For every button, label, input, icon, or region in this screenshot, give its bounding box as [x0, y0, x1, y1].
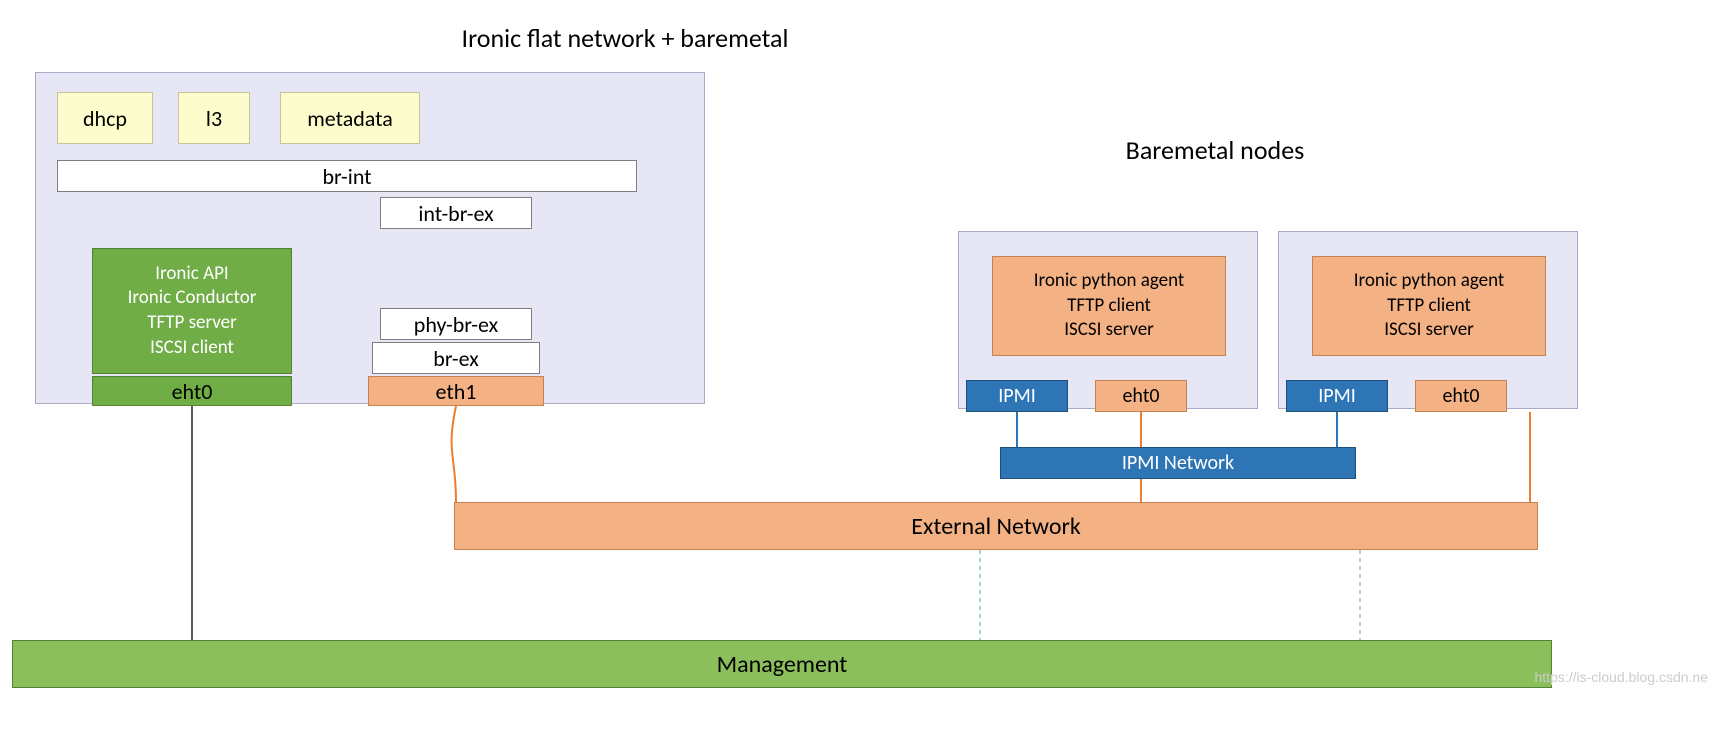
- title-text: Ironic flat network + baremetal: [462, 22, 789, 54]
- service-line: ISCSI client: [150, 336, 234, 361]
- service-line: Ironic Conductor: [128, 286, 257, 311]
- management-network-bar: Management: [12, 640, 1552, 688]
- diagram-title: Ironic flat network + baremetal: [345, 18, 905, 58]
- service-line: ISCSI server: [1064, 318, 1154, 343]
- service-line: TFTP server: [147, 311, 237, 336]
- phy-br-ex-box: phy-br-ex: [380, 308, 532, 340]
- baremetal-services-2: Ironic python agentTFTP clientISCSI serv…: [1312, 256, 1546, 356]
- ipmi-box-1: IPMI: [966, 380, 1068, 412]
- external-network-bar: External Network: [454, 502, 1538, 550]
- ipmi-box-2: IPMI: [1286, 380, 1388, 412]
- baremetal-services-1: Ironic python agentTFTP clientISCSI serv…: [992, 256, 1226, 356]
- ipmi-network-bar: IPMI Network: [1000, 447, 1356, 479]
- service-line: Ironic API: [155, 262, 228, 287]
- eht0-box-1: eht0: [1095, 380, 1187, 412]
- dhcp-box: dhcp: [57, 92, 153, 144]
- baremetal-title: Baremetal nodes: [1015, 130, 1415, 170]
- service-line: ISCSI server: [1384, 318, 1474, 343]
- eht0-controller-box: eht0: [92, 376, 292, 406]
- service-line: Ironic python agent: [1354, 269, 1505, 294]
- int-br-ex-box: int-br-ex: [380, 197, 532, 229]
- baremetal-title-text: Baremetal nodes: [1126, 134, 1305, 166]
- metadata-box: metadata: [280, 92, 420, 144]
- br-ex-box: br-ex: [372, 342, 540, 374]
- service-line: Ironic python agent: [1034, 269, 1185, 294]
- watermark-text: https://is-cloud.blog.csdn.ne: [1534, 669, 1708, 685]
- l3-box: l3: [178, 92, 250, 144]
- ironic-services-box: Ironic APIIronic ConductorTFTP serverISC…: [92, 248, 292, 374]
- br-int-box: br-int: [57, 160, 637, 192]
- eth1-box: eth1: [368, 376, 544, 406]
- service-line: TFTP client: [1387, 294, 1471, 319]
- eht0-box-2: eht0: [1415, 380, 1507, 412]
- service-line: TFTP client: [1067, 294, 1151, 319]
